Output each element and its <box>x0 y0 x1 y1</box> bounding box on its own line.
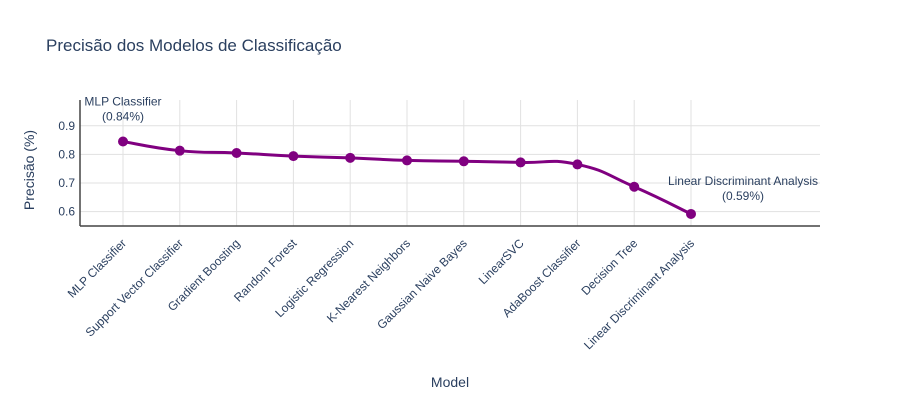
data-point[interactable] <box>686 208 696 219</box>
x-tick-label: MLP Classifier <box>65 236 129 300</box>
data-point[interactable] <box>288 151 299 162</box>
y-tick-label: 0.7 <box>58 176 75 190</box>
x-tick-label: Decision Tree <box>579 236 641 298</box>
y-tick-label: 0.6 <box>58 205 75 219</box>
x-tick-label: Linear Discriminant Analysis <box>581 236 697 352</box>
data-point[interactable] <box>402 155 412 166</box>
y-tick-label: 0.8 <box>58 147 75 161</box>
data-point[interactable] <box>231 147 242 158</box>
y-axis-title: Precisão (%) <box>21 130 37 210</box>
data-point[interactable] <box>458 156 469 167</box>
y-tick-label: 0.9 <box>58 119 75 133</box>
data-point[interactable] <box>515 157 526 168</box>
annotation-text: Linear Discriminant Analysis <box>668 174 818 188</box>
data-point[interactable] <box>345 152 356 163</box>
grid <box>80 100 820 226</box>
annotation-text: (0.59%) <box>722 189 764 203</box>
chart-title: Precisão dos Modelos de Classificação <box>46 36 342 55</box>
annotation-text: (0.84%) <box>102 110 144 124</box>
annotations: MLP Classifier(0.84%) Linear Discriminant… <box>84 95 818 203</box>
annotation: MLP Classifier(0.84%) <box>84 95 161 124</box>
x-tick-label: LinearSVC <box>476 236 527 287</box>
data-point[interactable] <box>629 181 640 192</box>
data-point[interactable] <box>572 159 583 170</box>
annotation: Linear Discriminant Analysis(0.59%) <box>668 174 818 203</box>
annotation-text: MLP Classifier <box>84 95 161 109</box>
data-point[interactable] <box>118 136 128 147</box>
x-tick-label: Support Vector Classifier <box>83 236 186 339</box>
data-point[interactable] <box>174 145 185 156</box>
data-points <box>118 136 696 219</box>
x-axis-title: Model <box>431 374 469 390</box>
